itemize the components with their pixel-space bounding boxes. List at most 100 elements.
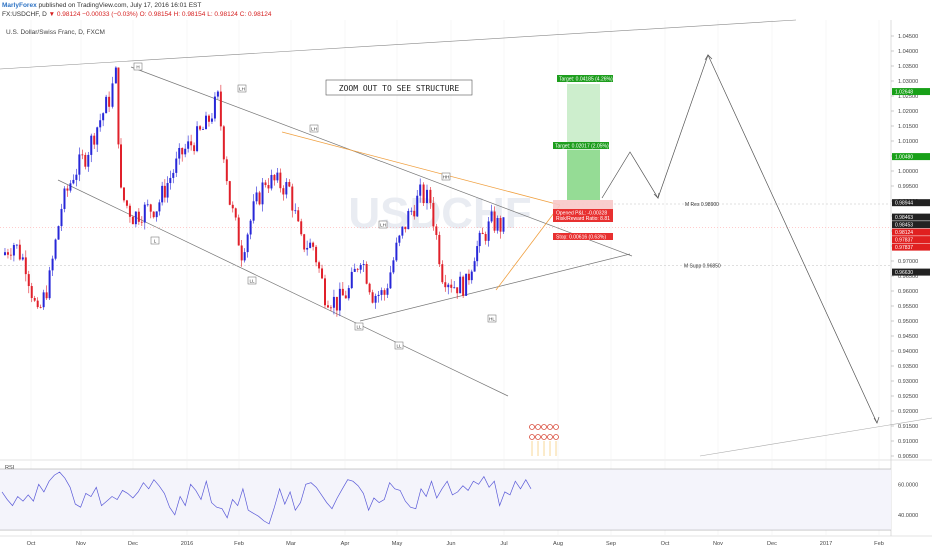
price-label-text: 1.02648 xyxy=(895,89,913,95)
price-tick-label: 0.94500 xyxy=(898,334,918,340)
candle-body xyxy=(252,201,255,221)
candle-body xyxy=(453,287,456,289)
candle-body xyxy=(422,184,425,204)
price-tick-label: 0.91000 xyxy=(898,439,918,445)
price-label-tag xyxy=(892,213,930,221)
candle-body xyxy=(258,192,261,205)
price-label-tag xyxy=(892,228,930,236)
candle-body xyxy=(473,261,476,272)
candle-body xyxy=(303,234,306,250)
stop-text: Stop: 0.00616 (0.63%) xyxy=(556,234,606,240)
candle-body xyxy=(51,258,54,271)
candle-body xyxy=(231,204,234,209)
swing-label-box xyxy=(354,322,364,331)
price-label-tag xyxy=(892,199,930,207)
candle-body xyxy=(318,262,321,269)
candle-body xyxy=(66,188,69,191)
rsi-line xyxy=(1,471,532,525)
author-name[interactable]: MarlyForex xyxy=(2,2,37,9)
candle-body xyxy=(347,288,350,299)
candle-body xyxy=(294,210,297,212)
candle-body xyxy=(105,96,108,114)
price-tick-label: 0.91500 xyxy=(898,424,918,430)
candle-body xyxy=(467,273,470,281)
candle-body xyxy=(270,174,273,189)
candle-body xyxy=(341,288,344,296)
swing-label-box xyxy=(133,62,143,71)
candle-body xyxy=(462,276,465,296)
candle-body xyxy=(368,283,371,293)
candle-body xyxy=(389,272,392,289)
candle-body xyxy=(108,96,111,107)
candle-body xyxy=(187,141,190,149)
rsi-band xyxy=(0,469,891,531)
candle-body xyxy=(102,113,105,121)
price-tick-label: 1.02500 xyxy=(898,94,918,100)
candle-body xyxy=(240,245,243,261)
candle-body xyxy=(234,208,237,218)
candle-body xyxy=(9,254,12,256)
time-tick-label: Feb xyxy=(234,541,244,547)
orange-support-line xyxy=(495,204,561,291)
target-1-tag xyxy=(557,75,613,82)
resistance-label: M Res 0.98900 xyxy=(685,202,719,208)
swing-label: LL xyxy=(249,279,255,284)
candle-body xyxy=(407,210,410,230)
candle-body xyxy=(285,182,288,195)
publish-info: published on TradingView.com, July 17, 2… xyxy=(38,2,202,9)
candle-body xyxy=(6,252,9,255)
candle-body xyxy=(131,216,134,225)
event-marker xyxy=(553,424,559,430)
candle-body xyxy=(429,189,432,203)
target-2-text: Target: 0.02017 (2.05%) xyxy=(555,143,609,149)
annotations[interactable]: ZOOM OUT TO SEE STRUCTUREHLHLHLLLLHHHLLL… xyxy=(133,62,721,456)
candle-body xyxy=(87,154,90,167)
rsi-panel[interactable]: RSI 60.0000 40.0000 xyxy=(0,465,918,531)
swing-label-box xyxy=(487,314,497,323)
candle-body xyxy=(478,232,481,247)
candle-body xyxy=(178,147,181,159)
candle-body xyxy=(72,179,75,184)
candle-body xyxy=(487,221,490,241)
swing-label-box xyxy=(309,124,319,133)
candle-body xyxy=(3,252,6,255)
candle-body xyxy=(42,292,45,308)
chart-header: MarlyForex published on TradingView.com,… xyxy=(2,1,272,19)
price-tick-label: 1.04500 xyxy=(898,34,918,40)
price-tick-label: 0.95500 xyxy=(898,304,918,310)
candle-body xyxy=(356,268,359,270)
price-tick-label: 1.03000 xyxy=(898,79,918,85)
candle-body xyxy=(196,126,199,152)
candle-body xyxy=(374,295,377,303)
candle-body xyxy=(456,287,459,294)
candle-body xyxy=(128,205,131,217)
price-tick-label: 1.02000 xyxy=(898,109,918,115)
candle-body xyxy=(476,246,479,262)
candle-body xyxy=(152,211,155,218)
candle-body xyxy=(419,184,422,196)
candle-body xyxy=(175,158,178,173)
candle-body xyxy=(45,292,48,299)
price-axis[interactable]: 1.04500 1.04000 1.03500 1.03000 1.02500 1.020… xyxy=(891,34,930,460)
price-label-tag xyxy=(892,88,930,96)
time-axis[interactable]: Oct Nov Dec 2016 Feb Mar Apr May Jun Jul Aug Sep Oct… xyxy=(27,541,884,547)
grid xyxy=(0,20,932,537)
price-change: −0.00033 (−0.03%) xyxy=(82,11,138,18)
rising-support-line xyxy=(359,253,631,322)
swing-label: LH xyxy=(380,223,386,228)
price-label-text: 0.96630 xyxy=(895,270,913,276)
price-tick-label: 0.93000 xyxy=(898,379,918,385)
candle-body xyxy=(282,188,285,195)
candle-body xyxy=(386,288,389,295)
candle-body xyxy=(413,210,416,217)
event-marker xyxy=(535,424,541,430)
candle-body xyxy=(84,154,87,167)
ohlc-values: O: 0.98154 H: 0.98154 L: 0.98124 C: 0.98… xyxy=(139,11,272,18)
candle-body xyxy=(149,204,152,212)
candle-body xyxy=(426,189,428,204)
candle-body xyxy=(243,252,246,261)
candle-body xyxy=(81,154,84,156)
candle-body xyxy=(273,174,276,181)
time-tick-label: Sep xyxy=(606,541,616,547)
